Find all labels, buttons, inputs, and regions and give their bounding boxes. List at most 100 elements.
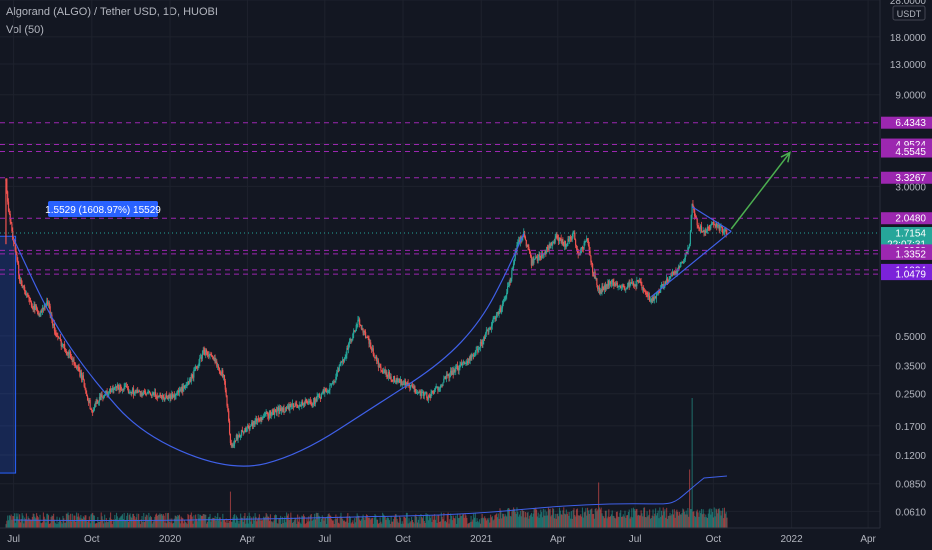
candle-body xyxy=(328,390,330,392)
candle-body xyxy=(258,419,260,421)
volume-bar xyxy=(602,515,604,528)
volume-bar xyxy=(330,515,332,528)
candle-body xyxy=(325,390,328,392)
volume-bar xyxy=(279,517,281,528)
candle-body xyxy=(442,382,444,386)
volume-bar xyxy=(558,507,561,528)
volume-bar xyxy=(317,512,319,528)
volume-bar xyxy=(393,518,395,528)
candle-body xyxy=(100,394,102,400)
volume-bar xyxy=(611,510,613,528)
volume-bar xyxy=(658,518,660,528)
volume-bar xyxy=(360,520,362,528)
candle-body xyxy=(217,365,220,368)
candle-body xyxy=(120,384,122,390)
candle-body xyxy=(33,304,35,310)
candle-body xyxy=(497,312,499,315)
volume-bar xyxy=(512,509,514,528)
volume-bar xyxy=(411,519,413,528)
volume-bar xyxy=(248,512,250,528)
volume-bar xyxy=(372,523,374,528)
candle-body xyxy=(550,242,552,248)
volume-bar xyxy=(633,509,635,528)
candle-body xyxy=(486,330,488,332)
volume-bar xyxy=(157,514,159,528)
candle-body xyxy=(438,389,440,391)
volume-bar xyxy=(502,513,504,528)
candle-body xyxy=(124,386,126,388)
candle-body xyxy=(110,390,112,392)
triangle-lower-line xyxy=(650,230,732,298)
candle-body xyxy=(434,388,436,390)
volume-bar xyxy=(166,523,168,528)
volume-bar xyxy=(700,508,703,528)
volume-bar xyxy=(702,509,704,528)
candle-body xyxy=(98,396,101,402)
volume-bar xyxy=(94,523,96,528)
candle-body xyxy=(700,225,703,232)
candle-body xyxy=(672,271,674,274)
volume-bar xyxy=(144,516,146,528)
candle-body xyxy=(393,375,396,383)
volume-bar xyxy=(514,511,516,528)
volume-bar xyxy=(455,515,457,528)
volume-bar xyxy=(200,515,202,528)
candle-body xyxy=(400,379,402,386)
candle-body xyxy=(444,376,446,379)
volume-bar xyxy=(255,516,257,528)
candle-body xyxy=(359,325,362,327)
candle-body xyxy=(290,404,292,407)
candle-body xyxy=(68,352,70,355)
volume-bar xyxy=(98,521,101,528)
volume-bar xyxy=(172,523,174,528)
candle-body xyxy=(44,305,46,307)
volume-bar xyxy=(276,523,278,528)
volume-bar xyxy=(126,515,128,528)
volume-bar xyxy=(668,515,670,528)
candle-body xyxy=(436,386,438,388)
volume-bar xyxy=(683,509,685,528)
volume-bar xyxy=(291,522,294,528)
candle-body xyxy=(111,388,113,391)
volume-bar xyxy=(655,508,657,528)
volume-bar xyxy=(241,517,243,528)
volume-bar xyxy=(45,522,47,528)
candle-body xyxy=(503,298,505,302)
candle-body xyxy=(715,223,717,225)
candle-body xyxy=(652,297,654,302)
candle-body xyxy=(466,361,468,363)
volume-bar xyxy=(321,515,323,528)
volume-bar xyxy=(486,518,488,528)
candle-body xyxy=(314,399,317,404)
volume-bar xyxy=(132,513,135,528)
volume-bar xyxy=(531,516,533,528)
candle-body xyxy=(649,300,652,302)
candle-body xyxy=(251,422,253,426)
time-axis-tick: Jul xyxy=(7,534,20,545)
candle-body xyxy=(704,230,706,233)
candle-body xyxy=(128,392,130,394)
volume-bar xyxy=(449,519,451,528)
candle-body xyxy=(257,418,260,420)
candle-body xyxy=(450,370,453,375)
volume-bar xyxy=(63,518,65,528)
volume-bar xyxy=(717,508,720,528)
volume-bar xyxy=(23,523,25,528)
candle-body xyxy=(248,426,250,430)
candle-body xyxy=(601,286,603,294)
volume-indicator-label[interactable]: Vol (50) xyxy=(6,24,44,36)
candle-body xyxy=(518,240,520,243)
candle-body xyxy=(264,413,266,416)
volume-bar xyxy=(478,522,480,528)
volume-bar xyxy=(461,515,463,528)
projection-arrow-head xyxy=(780,151,791,163)
price-axis-tick: 0.1200 xyxy=(895,451,926,462)
volume-bar xyxy=(518,514,521,528)
volume-bar xyxy=(626,515,628,528)
volume-bar xyxy=(707,513,709,528)
volume-bar xyxy=(518,516,520,528)
volume-bar xyxy=(475,521,477,528)
candle-body xyxy=(174,396,176,398)
volume-bar xyxy=(349,517,351,528)
